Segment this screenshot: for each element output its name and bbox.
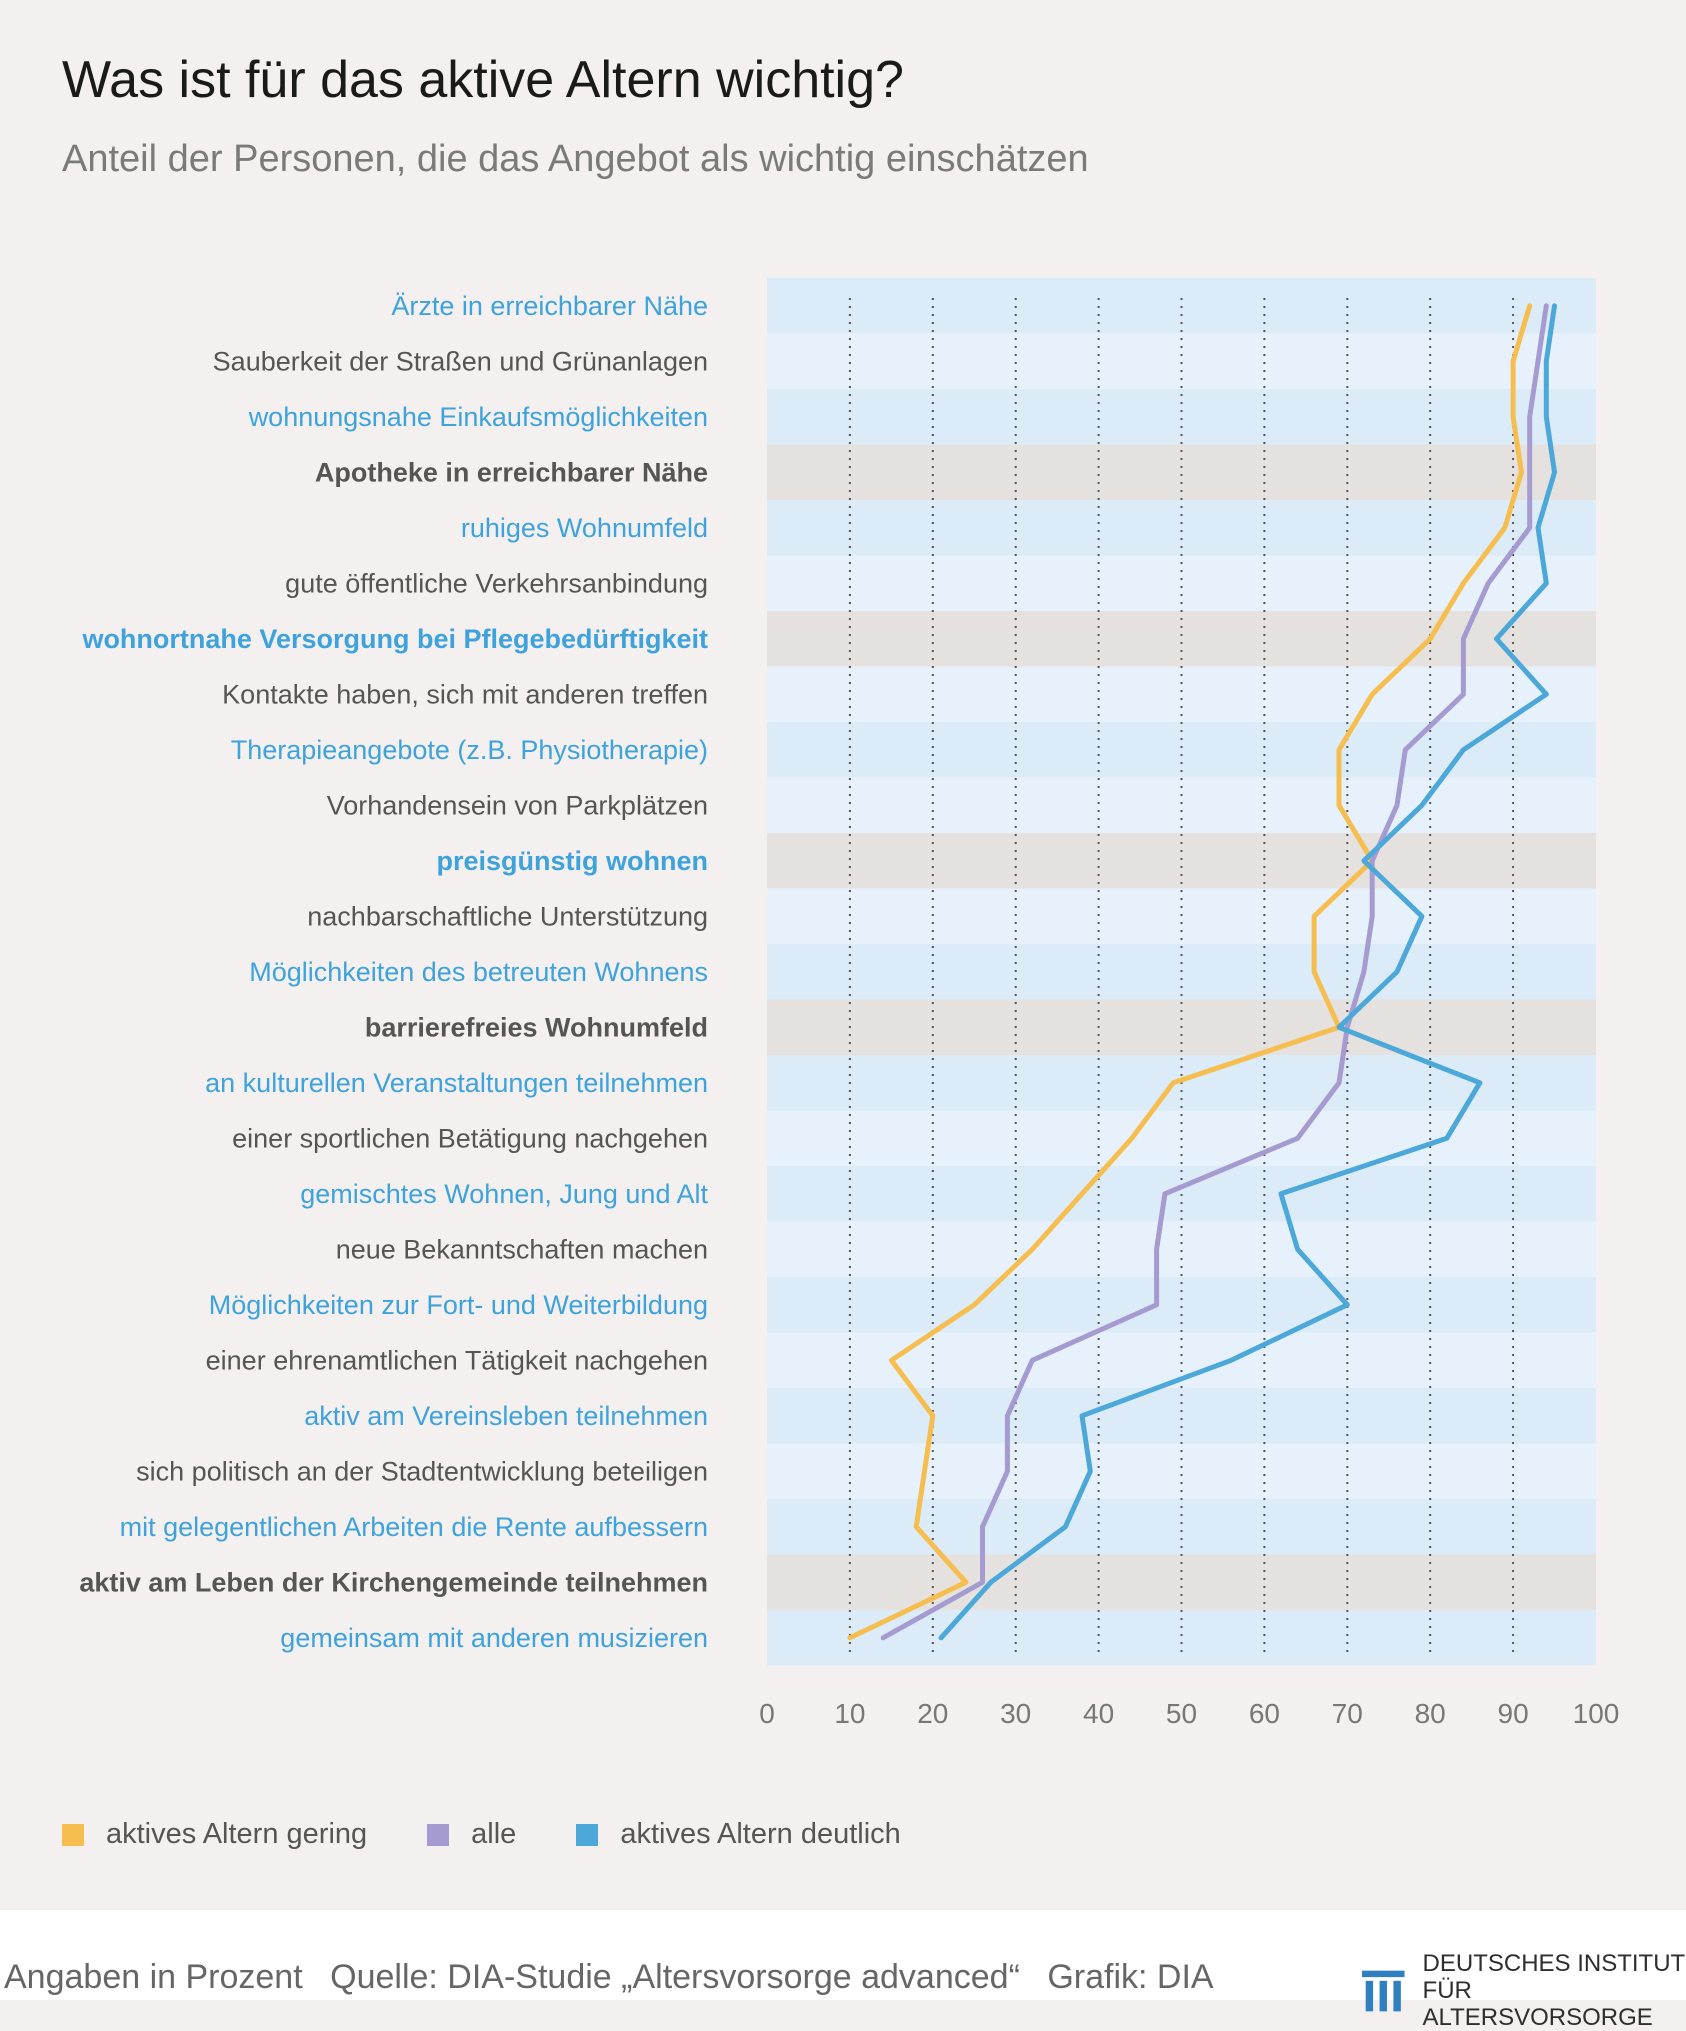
logo-line-1: DEUTSCHES INSTITUT — [1422, 1950, 1686, 1977]
category-label: Möglichkeiten des betreuten Wohnens — [249, 957, 708, 987]
category-label: wohnortnahe Versorgung bei Pflegebedürft… — [81, 624, 708, 654]
legend-item-alle: alle — [427, 1818, 516, 1851]
category-label: barrierefreies Wohnumfeld — [365, 1012, 708, 1042]
category-label: gute öffentliche Verkehrsanbindung — [285, 568, 708, 598]
row-band — [767, 1443, 1596, 1499]
x-tick-label: 0 — [759, 1698, 775, 1729]
x-tick-label: 70 — [1332, 1698, 1363, 1729]
line-chart: Ärzte in erreichbarer Nähe Sauberkeit der… — [79, 278, 1619, 1729]
dia-logo: DEUTSCHES INSTITUT FÜR ALTERSVORSORGE — [1362, 1950, 1686, 2031]
x-tick-label: 20 — [917, 1698, 948, 1729]
x-tick-label: 80 — [1415, 1698, 1446, 1729]
x-tick-label: 10 — [834, 1698, 865, 1729]
dia-logo-icon — [1362, 1970, 1405, 2011]
row-band — [767, 389, 1596, 445]
footer-source: Quelle: DIA-Studie „Altersvorsorge advan… — [330, 1958, 1020, 1996]
category-label: Kontakte haben, sich mit anderen treffen — [222, 679, 708, 709]
category-label: aktiv am Leben der Kirchengemeinde teiln… — [79, 1567, 708, 1597]
x-tick-label: 90 — [1498, 1698, 1529, 1729]
row-band — [767, 1499, 1596, 1555]
row-band — [767, 1166, 1596, 1222]
x-tick-label: 40 — [1083, 1698, 1114, 1729]
chart-title: Was ist für das aktive Altern wichtig? — [62, 51, 904, 109]
row-band — [767, 333, 1596, 389]
chart-subtitle: Anteil der Personen, die das Angebot als… — [62, 138, 1089, 180]
category-label: gemeinsam mit anderen musizieren — [280, 1623, 708, 1653]
legend-swatch-deutlich — [576, 1823, 599, 1846]
category-label: nachbarschaftliche Unterstützung — [307, 901, 708, 931]
row-band — [767, 278, 1596, 334]
category-label: Apotheke in erreichbarer Nähe — [315, 457, 708, 487]
legend-label-alle: alle — [471, 1818, 517, 1850]
category-label: sich politisch an der Stadtentwicklung b… — [136, 1456, 708, 1486]
category-label: aktiv am Vereinsleben teilnehmen — [304, 1401, 708, 1431]
footer-graphic: Grafik: DIA — [1047, 1958, 1214, 1996]
row-band — [767, 611, 1596, 667]
legend-item-gering: aktives Altern gering — [62, 1818, 367, 1851]
footer-units: Angaben in Prozent — [4, 1958, 303, 1996]
legend-item-deutlich: aktives Altern deutlich — [576, 1818, 901, 1851]
category-label: einer ehrenamtlichen Tätigkeit nachgehen — [206, 1345, 708, 1375]
legend-swatch-alle — [427, 1823, 450, 1846]
dia-logo-text: DEUTSCHES INSTITUT FÜR ALTERSVORSORGE — [1423, 1950, 1686, 2031]
category-label: Sauberkeit der Straßen und Grünanlagen — [213, 346, 708, 376]
x-tick-label: 30 — [1000, 1698, 1031, 1729]
category-label: Ärzte in erreichbarer Nähe — [391, 291, 708, 321]
category-label: an kulturellen Veranstaltungen teilnehme… — [205, 1068, 708, 1098]
footer: Angaben in Prozent Quelle: DIA-Studie „A… — [0, 1910, 1686, 2031]
footer-text: Angaben in Prozent Quelle: DIA-Studie „A… — [4, 1958, 1232, 1997]
series-line-2 — [880, 303, 1549, 1641]
x-tick-label: 50 — [1166, 1698, 1197, 1729]
category-label: Vorhandensein von Parkplätzen — [327, 790, 708, 820]
logo-line-2: FÜR ALTERSVORSORGE — [1422, 1977, 1653, 2031]
category-label: neue Bekanntschaften machen — [336, 1234, 708, 1264]
category-labels: Ärzte in erreichbarer Nähe Sauberkeit der… — [79, 291, 708, 1653]
row-band — [767, 1277, 1596, 1333]
legend-label-gering: aktives Altern gering — [106, 1818, 368, 1850]
category-label: mit gelegentlichen Arbeiten die Rente au… — [120, 1512, 708, 1542]
category-label: Möglichkeiten zur Fort- und Weiterbildun… — [209, 1290, 708, 1320]
row-band — [767, 833, 1596, 889]
row-band — [767, 888, 1596, 944]
legend: aktives Altern gering alle aktives Alter… — [62, 1818, 901, 1851]
series-lines — [847, 303, 1557, 1641]
x-axis-ticks: 0 10 20 30 40 50 60 70 80 90 100 — [759, 1698, 1619, 1729]
x-tick-label: 100 — [1573, 1698, 1620, 1729]
row-band — [767, 555, 1596, 611]
category-label: preisgünstig wohnen — [436, 846, 708, 876]
row-band — [767, 777, 1596, 833]
category-label: gemischtes Wohnen, Jung und Alt — [300, 1179, 708, 1209]
legend-swatch-gering — [62, 1823, 84, 1846]
series-line-1 — [847, 303, 1533, 1641]
row-band — [767, 1221, 1596, 1277]
category-label: Therapieangebote (z.B. Physiotherapie) — [231, 735, 708, 765]
category-label: einer sportlichen Betätigung nachgehen — [232, 1123, 708, 1153]
legend-label-deutlich: aktives Altern deutlich — [620, 1818, 901, 1850]
x-tick-label: 60 — [1249, 1698, 1280, 1729]
category-label: wohnungsnahe Einkaufsmöglichkeiten — [248, 402, 708, 432]
category-label: ruhiges Wohnumfeld — [461, 513, 708, 543]
series-line-3 — [938, 303, 1557, 1641]
